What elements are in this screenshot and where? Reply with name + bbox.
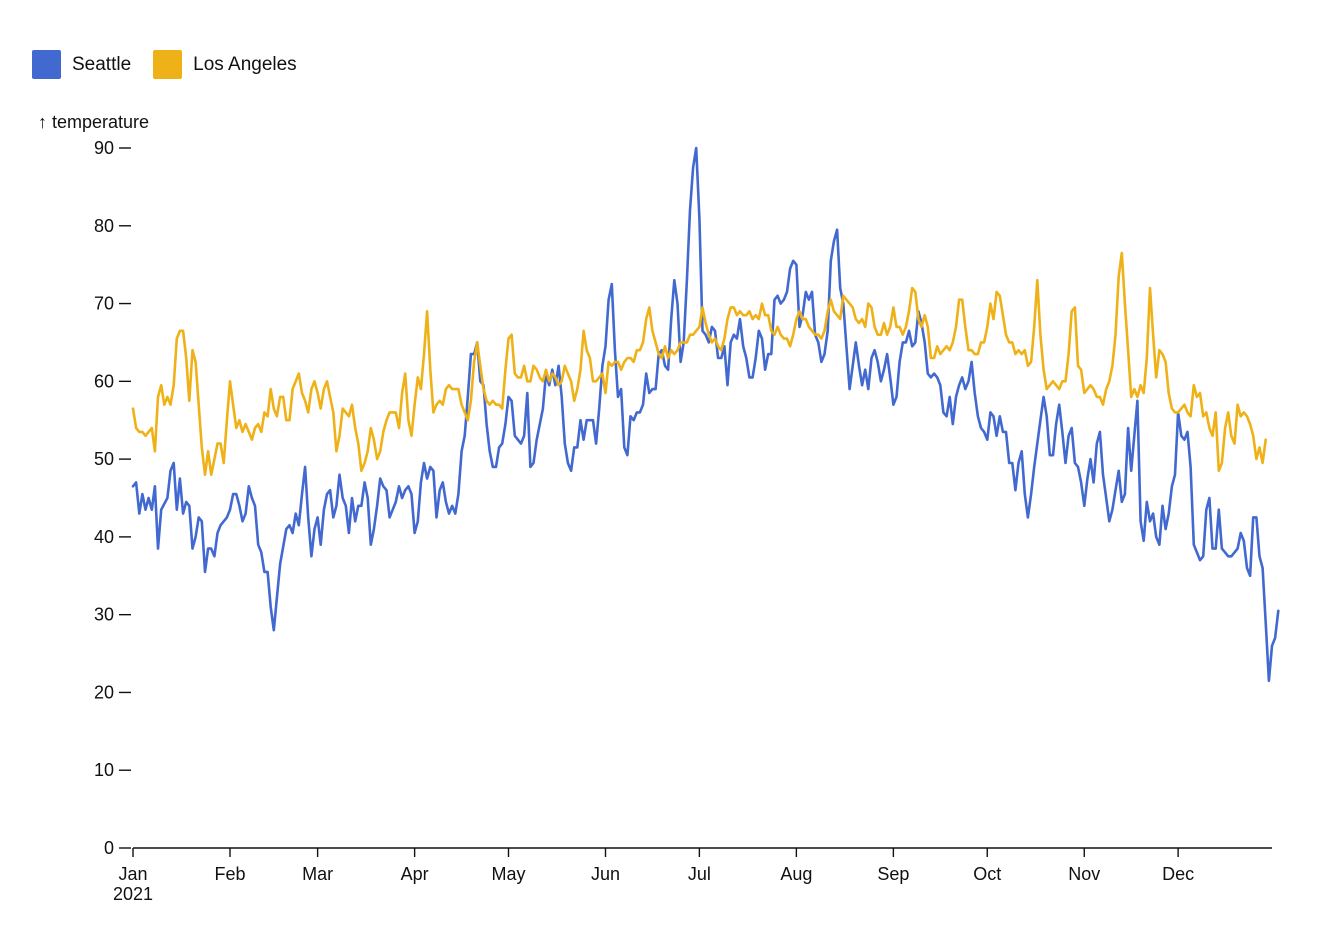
x-tick-label: Aug	[780, 864, 812, 884]
y-tick-label: 0	[104, 838, 114, 858]
x-tick-label: Sep	[877, 864, 909, 884]
y-tick-label: 80	[94, 216, 114, 236]
legend-swatch-seattle	[32, 50, 61, 79]
x-tick-label: Mar	[302, 864, 333, 884]
x-tick-label: Apr	[401, 864, 429, 884]
legend-swatch-los-angeles	[153, 50, 183, 79]
x-tick-label: Jun	[591, 864, 620, 884]
x-tick-label: Feb	[214, 864, 245, 884]
legend-item-los-angeles: Los Angeles	[153, 50, 297, 79]
legend-label-los-angeles: Los Angeles	[193, 53, 297, 75]
x-tick-label: Dec	[1162, 864, 1194, 884]
legend-label-seattle: Seattle	[72, 53, 132, 75]
series-line-seattle	[131, 146, 1280, 683]
series-lines	[131, 146, 1280, 683]
y-tick-label: 90	[94, 138, 114, 158]
y-tick-label: 30	[94, 605, 114, 625]
y-tick-label: 60	[94, 371, 114, 391]
y-tick-label: 10	[94, 760, 114, 780]
legend-item-seattle: Seattle	[32, 50, 131, 79]
y-tick-label: 20	[94, 682, 114, 702]
x-tick-label: Jan	[118, 864, 147, 884]
legend: Seattle Los Angeles	[32, 50, 297, 79]
y-tick-label: 50	[94, 449, 114, 469]
y-axis-label: ↑ temperature	[38, 112, 149, 132]
y-axis: 0 10 20 30 40 50 60 70 80 90	[94, 138, 131, 858]
x-tick-label: May	[491, 864, 525, 884]
y-tick-label: 40	[94, 527, 114, 547]
x-tick-label: Oct	[973, 864, 1001, 884]
x-tick-sublabel: 2021	[113, 884, 153, 904]
y-tick-label: 70	[94, 294, 114, 314]
x-tick-label: Nov	[1068, 864, 1100, 884]
x-tick-label: Jul	[688, 864, 711, 884]
series-line-los-angeles	[131, 251, 1267, 476]
